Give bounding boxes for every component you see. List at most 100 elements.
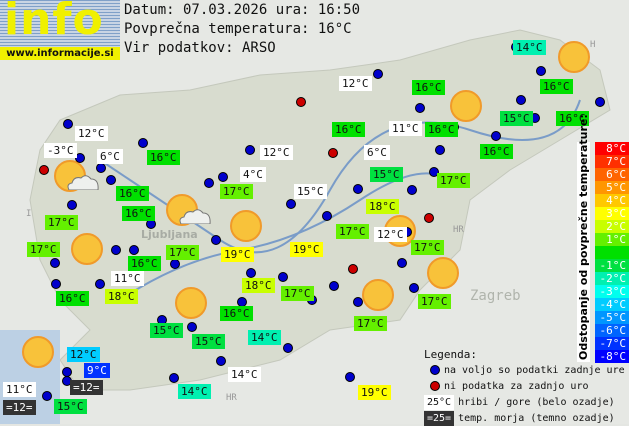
station-dot-ok[interactable] — [278, 272, 288, 282]
map-label-h: H — [590, 40, 595, 50]
red-dot-icon — [430, 381, 440, 391]
station-dot-ok[interactable] — [169, 373, 179, 383]
station-dot-ok[interactable] — [63, 119, 73, 129]
station-temperature-label: 15°C — [150, 323, 183, 338]
station-dot-ok[interactable] — [170, 259, 180, 269]
station-dot-ok[interactable] — [75, 153, 85, 163]
station-temperature-label: 15°C — [500, 111, 533, 126]
station-dot-ok[interactable] — [283, 343, 293, 353]
station-dot-ok[interactable] — [67, 200, 77, 210]
sun-icon — [558, 41, 590, 73]
data-source: Vir podatkov: ARSO — [124, 40, 276, 56]
station-dot-ok[interactable] — [536, 66, 546, 76]
scale-step: -1°C — [595, 259, 629, 272]
legend-missing: ni podatka za zadnjo uro — [444, 380, 589, 392]
sun-icon — [71, 233, 103, 265]
station-dot-ok[interactable] — [286, 199, 296, 209]
station-temperature-label: 17°C — [411, 240, 444, 255]
station-temperature-label: 16°C — [425, 122, 458, 137]
station-dot-ok[interactable] — [322, 211, 332, 221]
station-dot-ok[interactable] — [42, 391, 52, 401]
station-temperature-label: 17°C — [336, 224, 369, 239]
scale-step: -4°C — [595, 298, 629, 311]
station-dot-ok[interactable] — [204, 178, 214, 188]
station-dot-missing[interactable] — [328, 148, 338, 158]
station-dot-ok[interactable] — [516, 95, 526, 105]
station-dot-ok[interactable] — [429, 167, 439, 177]
station-dot-ok[interactable] — [245, 145, 255, 155]
station-dot-ok[interactable] — [595, 97, 605, 107]
station-dot-missing[interactable] — [296, 97, 306, 107]
station-temperature-label: 12°C — [75, 126, 108, 141]
logo-url[interactable]: www.informacije.si — [0, 47, 120, 60]
station-temperature-label: 17°C — [220, 184, 253, 199]
station-temperature-label: -3°C — [44, 143, 77, 158]
legend: Legenda: na voljo so podatki zadnje ure … — [424, 348, 627, 426]
sun-icon — [362, 279, 394, 311]
station-dot-ok[interactable] — [216, 356, 226, 366]
legend-ok: na voljo so podatki zadnje ure — [444, 364, 625, 376]
sun-icon — [175, 287, 207, 319]
station-dot-ok[interactable] — [246, 268, 256, 278]
station-dot-ok[interactable] — [138, 138, 148, 148]
station-dot-ok[interactable] — [95, 279, 105, 289]
sun-icon — [427, 257, 459, 289]
scale-step: -6°C — [595, 324, 629, 337]
station-temperature-label: 16°C — [332, 122, 365, 137]
station-dot-ok[interactable] — [345, 372, 355, 382]
station-temperature-label: 18°C — [105, 289, 138, 304]
station-dot-ok[interactable] — [353, 184, 363, 194]
scale-step: 2°C — [595, 220, 629, 233]
station-temperature-label: 15°C — [192, 334, 225, 349]
cloud-icon — [179, 209, 211, 224]
station-temperature-label: 4°C — [240, 167, 266, 182]
station-temperature-label: 11°C — [3, 382, 36, 397]
legend-mountain-sample: 25°C — [424, 394, 455, 410]
station-dot-ok[interactable] — [491, 131, 501, 141]
station-temperature-label: 16°C — [128, 256, 161, 271]
station-dot-ok[interactable] — [211, 235, 221, 245]
station-temperature-label: =12= — [3, 400, 36, 415]
station-dot-ok[interactable] — [111, 245, 121, 255]
map-label-hr: HR — [453, 225, 464, 235]
station-temperature-label: 18°C — [242, 278, 275, 293]
station-dot-ok[interactable] — [51, 279, 61, 289]
station-dot-ok[interactable] — [218, 172, 228, 182]
station-temperature-label: 12°C — [260, 145, 293, 160]
scale-step: 8°C — [595, 142, 629, 155]
station-temperature-label: 19°C — [290, 242, 323, 257]
scale-step: 5°C — [595, 181, 629, 194]
station-temperature-label: 17°C — [437, 173, 470, 188]
station-dot-ok[interactable] — [373, 69, 383, 79]
date-time: Datum: 07.03.2026 ura: 16:50 — [124, 2, 361, 18]
station-temperature-label: 14°C — [178, 384, 211, 399]
scale-step: 7°C — [595, 155, 629, 168]
scale-step: -5°C — [595, 311, 629, 324]
station-dot-ok[interactable] — [415, 103, 425, 113]
station-dot-missing[interactable] — [39, 165, 49, 175]
average-temperature: Povprečna temperatura: 16°C — [124, 21, 352, 37]
station-dot-ok[interactable] — [407, 185, 417, 195]
station-dot-missing[interactable] — [424, 213, 434, 223]
logo[interactable]: info www.informacije.si — [0, 0, 120, 60]
station-dot-ok[interactable] — [187, 322, 197, 332]
map-label-ljubljana: Ljubljana — [141, 228, 198, 241]
station-dot-ok[interactable] — [353, 297, 363, 307]
station-dot-missing[interactable] — [348, 264, 358, 274]
station-temperature-label: 12°C — [67, 347, 100, 362]
scale-step: -2°C — [595, 272, 629, 285]
station-dot-ok[interactable] — [50, 258, 60, 268]
station-temperature-label: 17°C — [45, 215, 78, 230]
station-dot-ok[interactable] — [106, 175, 116, 185]
station-dot-ok[interactable] — [435, 145, 445, 155]
legend-sea-sample: =25= — [424, 410, 455, 426]
station-dot-ok[interactable] — [129, 245, 139, 255]
scale-step: 1°C — [595, 233, 629, 246]
scale-step: 3°C — [595, 207, 629, 220]
scale-step — [595, 246, 629, 259]
station-temperature-label: 19°C — [221, 247, 254, 262]
station-dot-ok[interactable] — [96, 163, 106, 173]
station-dot-ok[interactable] — [329, 281, 339, 291]
station-dot-ok[interactable] — [397, 258, 407, 268]
station-dot-ok[interactable] — [409, 283, 419, 293]
